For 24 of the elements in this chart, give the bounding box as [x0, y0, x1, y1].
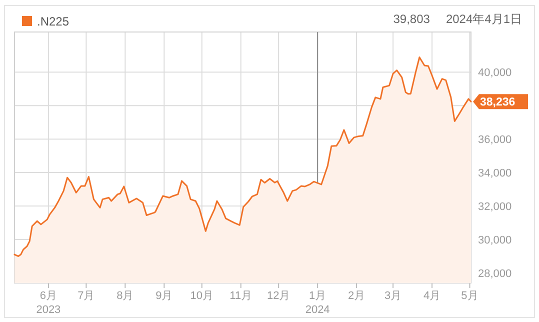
x-tick-label: 11月	[230, 290, 252, 302]
y-tick-label: 40,000	[478, 67, 512, 80]
x-tick-label: 9月	[156, 290, 173, 302]
annotation: 38,236	[480, 96, 516, 109]
x-tick-label: 5月	[461, 290, 478, 302]
legend: .N225	[22, 14, 70, 28]
x-tick-label: 8月	[116, 290, 134, 302]
x-tick-label: 3月	[384, 290, 402, 302]
x-tick-label: 4月	[423, 290, 441, 302]
x-tick-label: 12月	[266, 290, 290, 302]
x-tick-label: 6月 2023	[36, 290, 61, 316]
text: 2024年4月1日	[446, 12, 522, 26]
y-tick-label: 34,000	[478, 168, 512, 180]
x-tick-label: 7月	[78, 290, 95, 302]
x-tick-label: 2月	[348, 290, 366, 302]
y-tick-label: 30,000	[478, 234, 512, 246]
value-tag: 38,236	[473, 94, 528, 110]
y-tick-label: 32,000	[478, 201, 512, 214]
text: 39,803	[393, 12, 430, 26]
legend-label: .N225	[37, 14, 70, 28]
y-tick-label: 36,000	[478, 134, 512, 146]
x-tick-label: 10月	[190, 290, 214, 302]
y-tick-label: 28,000	[478, 268, 512, 280]
x-tick-label: 1月 2024	[305, 290, 330, 316]
